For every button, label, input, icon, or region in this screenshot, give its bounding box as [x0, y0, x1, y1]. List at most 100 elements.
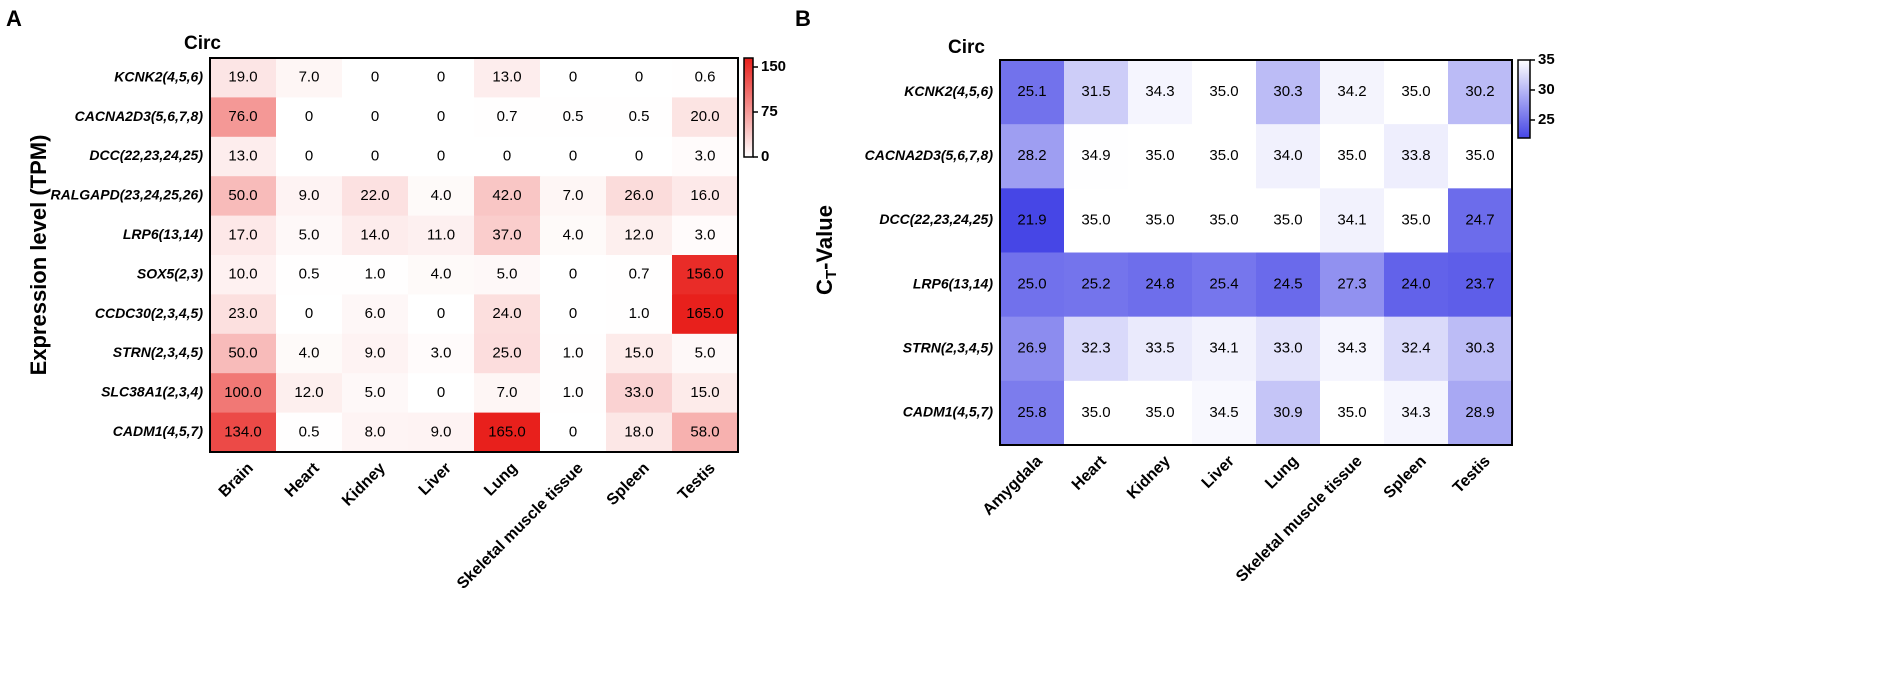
y-axis-title-part: C: [812, 279, 837, 295]
cell-label: 0.7: [629, 266, 650, 283]
heatmap-cell: [1192, 316, 1257, 382]
cell-label: 1.0: [365, 266, 386, 283]
cell-label: 0.5: [629, 108, 650, 125]
heatmap-frame: [999, 59, 1513, 446]
cell-label: 165.0: [686, 305, 724, 322]
cell-label: 24.7: [1465, 211, 1494, 228]
heatmap-cell: [210, 215, 277, 256]
cell-label: 17.0: [228, 226, 257, 243]
heatmap-cell: [474, 373, 541, 414]
cell-label: 35.0: [1145, 147, 1174, 164]
heatmap-cell: [210, 294, 277, 335]
heatmap-cell: [408, 215, 475, 256]
heatmap-cell: [672, 97, 739, 138]
cell-label: 0.5: [299, 266, 320, 283]
heatmap-cell: [540, 255, 607, 295]
cell-label: 0: [371, 69, 379, 86]
heatmap-cell: [1128, 316, 1193, 382]
panel-label: B: [795, 6, 811, 31]
cell-label: 0: [437, 69, 445, 86]
heatmap-cell: [672, 412, 739, 453]
heatmap-cell: [474, 333, 541, 374]
x-tick-label: Skeletal muscle tissue: [454, 460, 587, 593]
cell-label: 30.3: [1465, 340, 1494, 357]
cell-label: 134.0: [224, 423, 262, 440]
cell-label: 0: [437, 147, 445, 164]
cell-label: 21.9: [1017, 211, 1046, 228]
row-label: LRP6(13,14): [123, 226, 203, 242]
heatmap-cell: [606, 255, 673, 295]
cell-label: 165.0: [488, 423, 526, 440]
cell-label: 20.0: [690, 108, 719, 125]
cell-label: 76.0: [228, 108, 257, 125]
heatmap-cell: [342, 97, 409, 138]
row-label: CACNA2D3(5,6,7,8): [865, 147, 994, 163]
colorbar-tick-label: 30: [1538, 81, 1555, 98]
cell-label: 34.0: [1273, 147, 1302, 164]
cell-label: 24.5: [1273, 276, 1302, 293]
cell-label: 25.8: [1017, 404, 1046, 421]
row-label: CADM1(4,5,7): [903, 404, 994, 420]
heatmap-cell: [342, 294, 409, 335]
cell-label: 35.0: [1209, 83, 1238, 100]
cell-label: 34.3: [1337, 340, 1366, 357]
cell-label: 34.3: [1145, 83, 1174, 100]
heatmap-cell: [1064, 60, 1129, 125]
cell-label: 7.0: [497, 384, 518, 401]
cell-label: 24.8: [1145, 276, 1174, 293]
x-tick-label: Lung: [481, 460, 521, 500]
heatmap-cell: [1128, 124, 1193, 189]
x-tick-label: Brain: [216, 460, 257, 501]
x-tick-label: Liver: [1199, 453, 1238, 492]
cell-label: 58.0: [690, 423, 719, 440]
cell-label: 27.3: [1337, 276, 1366, 293]
x-tick-label: Skeletal muscle tissue: [1233, 453, 1366, 586]
cell-label: 32.4: [1401, 340, 1430, 357]
cell-label: 33.0: [1273, 340, 1302, 357]
heatmap-cell: [1192, 188, 1257, 253]
cell-label: 0: [569, 266, 577, 283]
heatmap-cell: [474, 58, 541, 98]
heatmap-cell: [474, 136, 541, 177]
heatmap-cell: [1320, 252, 1385, 318]
cell-label: 35.0: [1401, 211, 1430, 228]
heatmap-cell: [342, 136, 409, 177]
cell-label: 156.0: [686, 266, 724, 283]
colorbar: [1517, 59, 1531, 139]
heatmap-cell: [1192, 380, 1257, 446]
heatmap-cell: [1128, 252, 1193, 318]
heatmap-cell: [606, 58, 673, 98]
heatmap-cell: [1064, 380, 1129, 446]
cell-label: 30.9: [1273, 404, 1302, 421]
heatmap-cell: [1256, 124, 1321, 189]
heatmap-cell: [1256, 316, 1321, 382]
cell-label: 35.0: [1337, 147, 1366, 164]
heatmap-cell: [672, 215, 739, 256]
cell-label: 14.0: [360, 226, 389, 243]
heatmap-cell: [210, 412, 277, 453]
heatmap-cell: [1192, 124, 1257, 189]
cell-label: 33.8: [1401, 147, 1430, 164]
heatmap-cell: [1000, 60, 1065, 125]
row-label: STRN(2,3,4,5): [903, 339, 994, 355]
cell-label: 34.1: [1337, 211, 1366, 228]
cell-label: 25.1: [1017, 83, 1046, 100]
cell-label: 35.0: [1209, 211, 1238, 228]
row-label: SLC38A1(2,3,4): [101, 384, 203, 400]
heatmap-cell: [606, 97, 673, 138]
cell-label: 26.0: [624, 187, 653, 204]
cell-label: 13.0: [228, 147, 257, 164]
cell-label: 15.0: [624, 344, 653, 361]
heatmap-cell: [210, 136, 277, 177]
colorbar-tick-label: 0: [761, 148, 769, 165]
cell-label: 34.9: [1081, 147, 1110, 164]
panel-label: A: [6, 6, 22, 31]
cell-label: 35.0: [1081, 211, 1110, 228]
heatmap-frame: [209, 57, 739, 453]
cell-label: 31.5: [1081, 83, 1110, 100]
cell-label: 34.5: [1209, 404, 1238, 421]
heatmap-cell: [606, 136, 673, 177]
heatmap-cell: [408, 333, 475, 374]
cell-label: 0: [503, 147, 511, 164]
heatmap-cell: [672, 58, 739, 98]
